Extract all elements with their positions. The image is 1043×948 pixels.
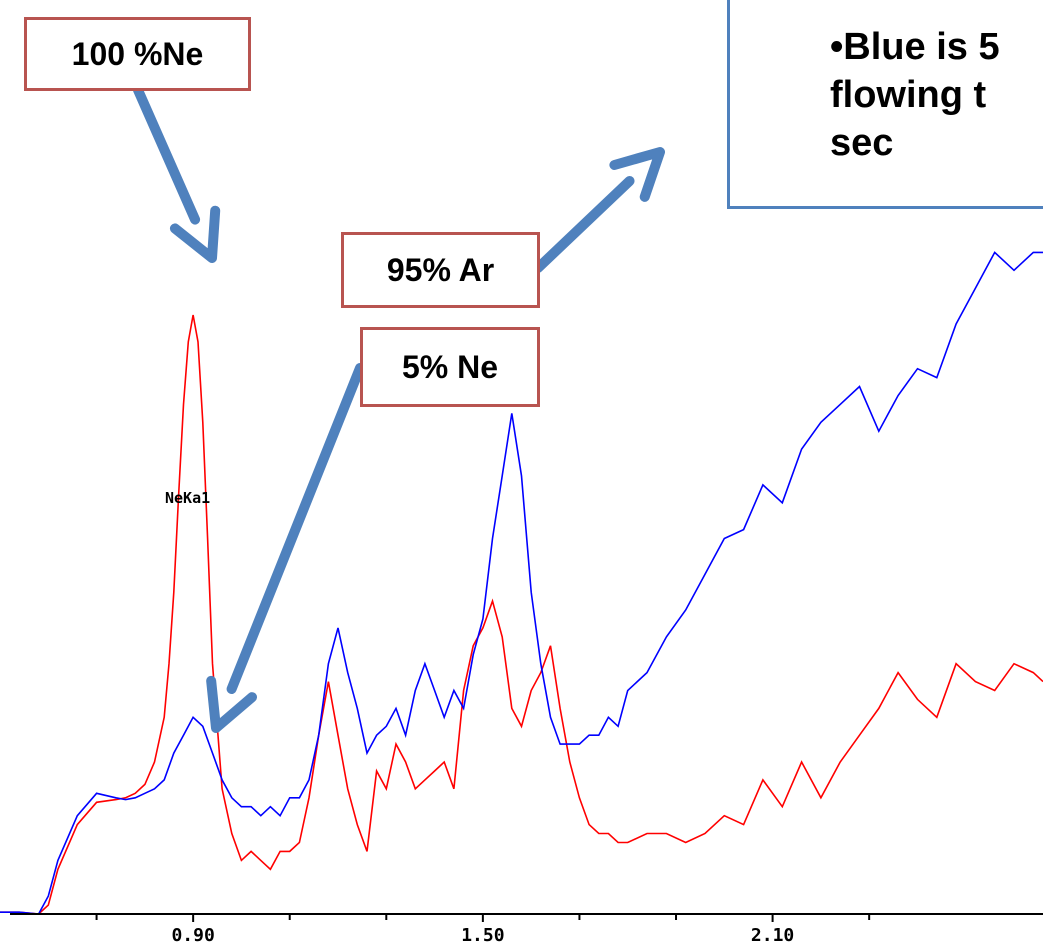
- callout-100-ne-label: 100 %Ne: [71, 35, 204, 72]
- arrow-100-ne: [133, 85, 221, 263]
- x-tick-label: 0.90: [171, 925, 214, 946]
- series-line-red: [0, 314, 1043, 915]
- arrow-5-ne-shaft: [226, 363, 365, 695]
- arrow-5-ne: [206, 363, 365, 733]
- x-tick-label: 1.50: [461, 925, 504, 946]
- arrow-95-ar-shaft: [533, 175, 635, 273]
- series-layer: [0, 251, 1043, 915]
- callout-95-ar: 95% Ar: [341, 232, 540, 308]
- callout-100-ne: 100 %Ne: [24, 17, 251, 91]
- x-tick-label: 2.10: [751, 925, 794, 946]
- callout-5-ne-label: 5% Ne: [401, 348, 499, 385]
- arrow-100-ne-shaft: [133, 85, 201, 225]
- arrow-95-ar: [533, 147, 665, 273]
- callout-95-ar-label: 95% Ar: [386, 251, 495, 288]
- arrow-layer: [133, 85, 665, 733]
- arrow-5-ne-head: [206, 675, 258, 733]
- arrow-95-ar-head: [609, 147, 665, 202]
- series-line-blue: [0, 251, 1043, 915]
- peak-label-neka1: NeKa1: [165, 489, 210, 507]
- callout-5-ne: 5% Ne: [360, 327, 540, 407]
- note-box: •Blue is 5 flowing t sec: [727, 0, 1043, 209]
- tick-layer: 0.90 1.50 2.10: [95, 914, 871, 946]
- arrow-100-ne-head: [169, 205, 221, 263]
